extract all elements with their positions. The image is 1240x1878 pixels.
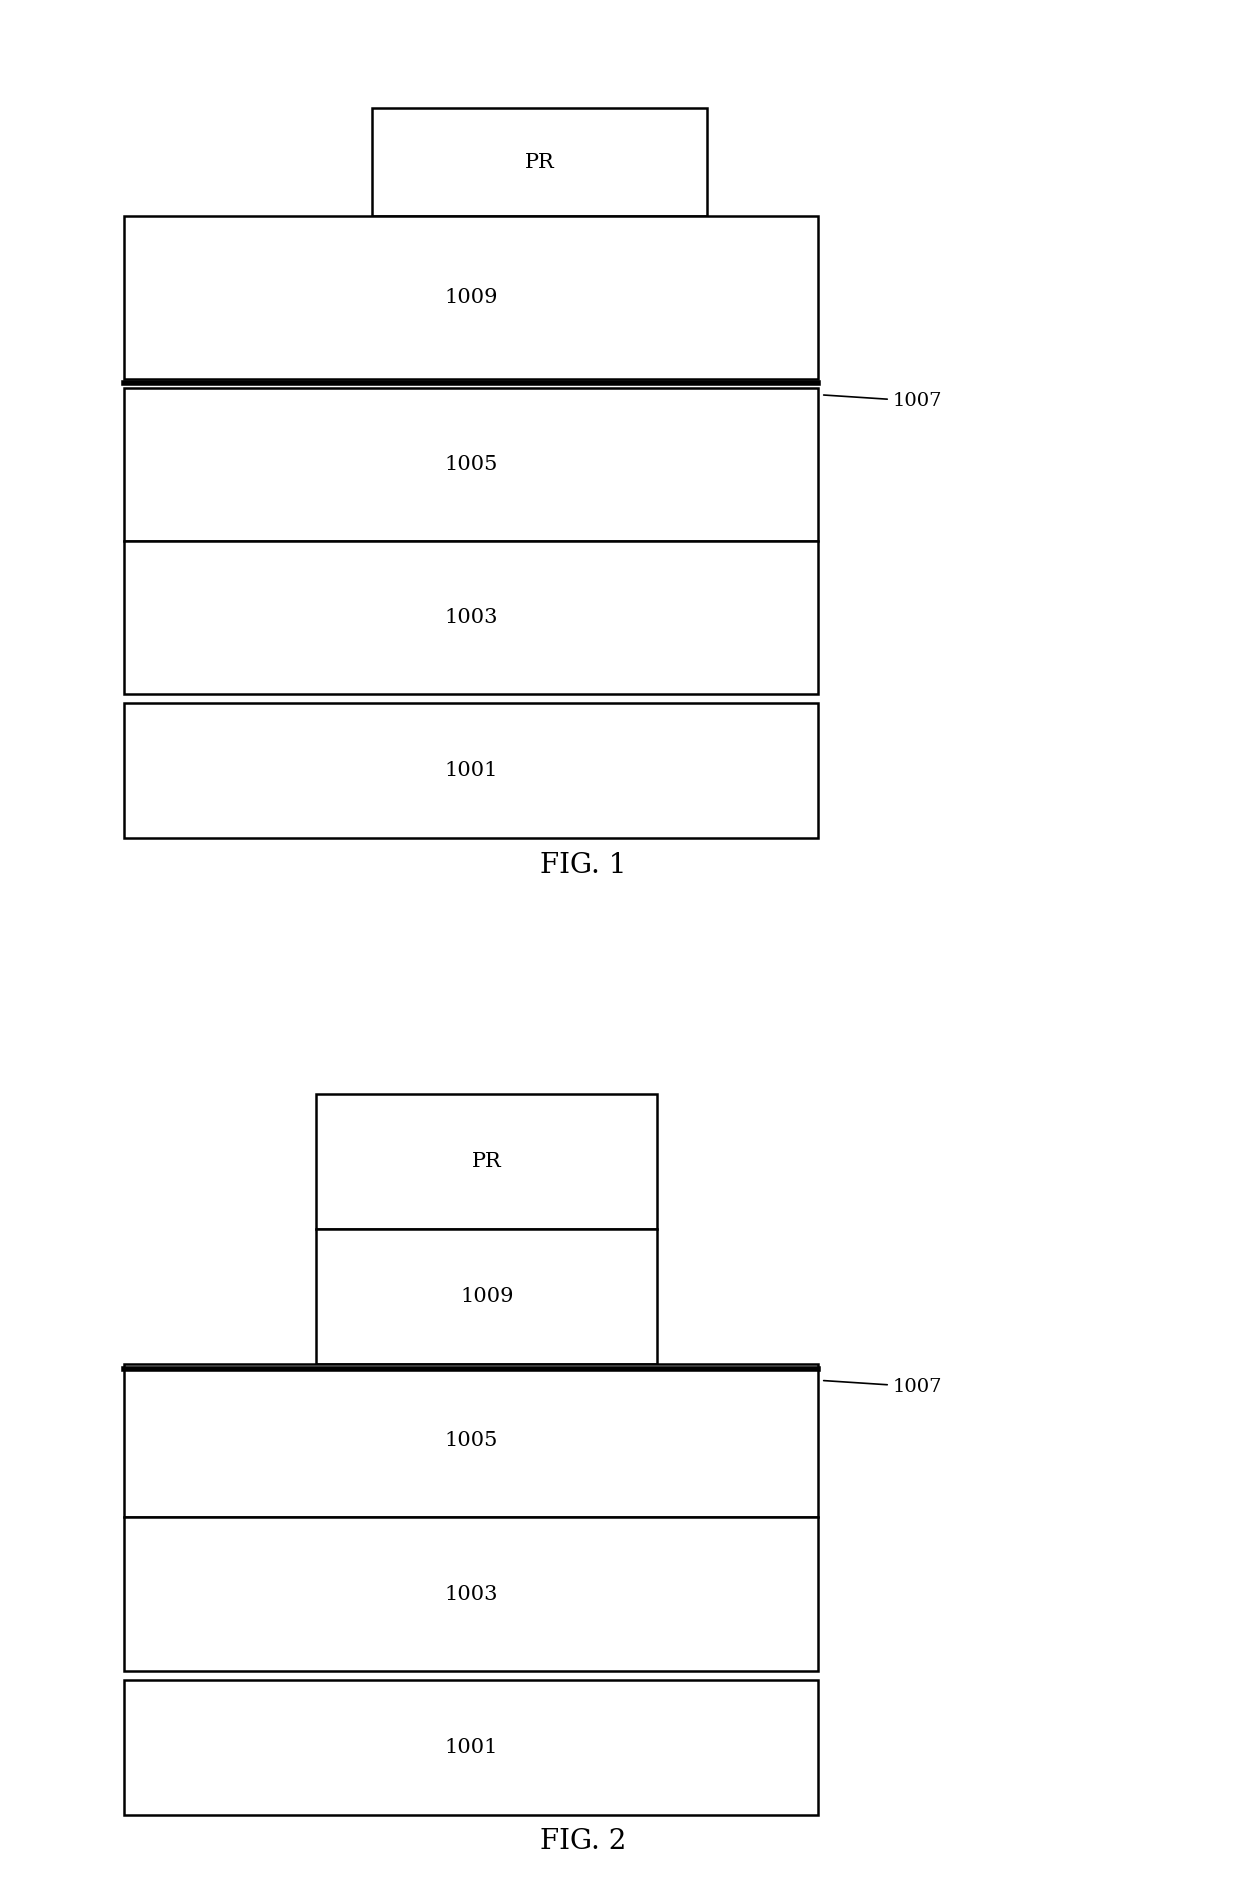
Text: 1005: 1005 <box>444 1431 498 1450</box>
Text: 1009: 1009 <box>460 1286 513 1305</box>
Bar <box>124 1363 818 1517</box>
Text: PR: PR <box>472 1151 501 1170</box>
Bar <box>124 216 818 379</box>
Bar <box>316 1228 657 1363</box>
Text: 1001: 1001 <box>444 761 498 779</box>
Bar <box>124 541 818 695</box>
Bar <box>124 702 818 838</box>
Bar <box>124 1679 818 1814</box>
Text: 1009: 1009 <box>444 287 498 306</box>
Text: 1003: 1003 <box>444 608 498 627</box>
Text: 1007: 1007 <box>823 393 942 409</box>
Bar <box>316 1093 657 1228</box>
Bar <box>124 387 818 541</box>
Bar <box>124 1517 818 1671</box>
Text: 1001: 1001 <box>444 1737 498 1756</box>
Text: FIG. 2: FIG. 2 <box>539 1829 626 1855</box>
Text: 1005: 1005 <box>444 454 498 473</box>
Text: 1003: 1003 <box>444 1585 498 1604</box>
Bar <box>372 109 707 216</box>
Text: 1007: 1007 <box>823 1378 942 1395</box>
Text: FIG. 1: FIG. 1 <box>539 853 626 879</box>
Text: PR: PR <box>525 152 554 171</box>
